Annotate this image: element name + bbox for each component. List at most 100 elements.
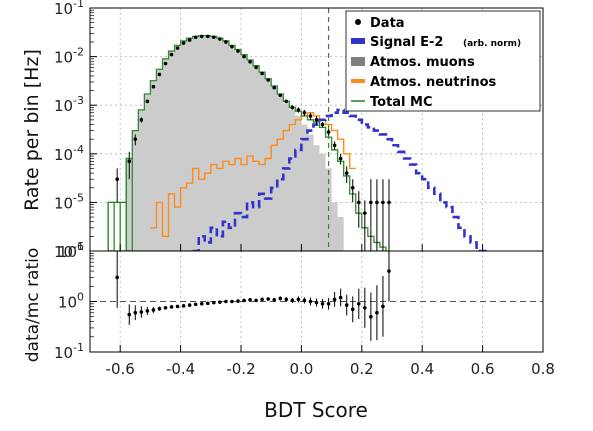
data-point	[375, 200, 379, 205]
data-point	[266, 78, 270, 82]
legend-neutrinos-swatch	[351, 79, 365, 83]
data-point	[163, 61, 168, 66]
data-point	[127, 159, 132, 164]
ratio-point	[284, 297, 289, 302]
data-point	[326, 130, 331, 134]
data-point	[284, 99, 289, 104]
ratio-points-layer	[115, 251, 391, 341]
data-point	[175, 46, 180, 50]
legend-signal-label: Signal E-2	[370, 35, 443, 50]
signal-layer	[192, 108, 489, 253]
data-point	[157, 72, 162, 77]
data-point	[290, 105, 295, 110]
ratio-point	[157, 306, 162, 311]
ratio-point	[302, 298, 307, 303]
ratio-point	[139, 310, 144, 314]
ratio-point	[151, 308, 156, 312]
ratio-point	[242, 298, 246, 303]
main-y-tick-label: 10-4	[54, 143, 84, 164]
data-point	[199, 34, 204, 39]
ratio-y-tick-label: 101	[58, 240, 84, 261]
data-point	[139, 118, 144, 122]
ratio-point	[308, 299, 313, 304]
data-point	[308, 114, 313, 118]
data-point	[338, 156, 343, 161]
ratio-point	[199, 302, 204, 306]
legend-item-neutrinos: Atmos. neutrinos	[351, 75, 497, 90]
legend: Data Signal E-2 (arb. norm) Atmos. muons…	[345, 10, 541, 112]
signal-line	[192, 108, 489, 253]
ratio-point	[260, 297, 264, 302]
legend-item-signal: Signal E-2 (arb. norm)	[351, 35, 521, 50]
legend-item-total-mc: Total MC	[351, 95, 433, 110]
ratio-point	[115, 275, 119, 280]
ratio-point	[169, 305, 174, 309]
data-point	[187, 38, 192, 42]
data-point	[369, 200, 373, 205]
data-point	[133, 137, 138, 141]
main-y-tick-label: 10-2	[54, 46, 84, 67]
legend-muons-label: Atmos. muons	[370, 55, 475, 70]
ratio-point	[254, 298, 258, 303]
x-tick-label: 0.4	[410, 360, 434, 378]
data-points-layer	[115, 34, 391, 251]
x-tick-label: -0.2	[226, 360, 255, 378]
data-point	[350, 185, 355, 190]
data-point	[181, 41, 186, 45]
data-point	[356, 200, 361, 205]
ratio-y-tick-label: 10-1	[54, 341, 84, 362]
legend-data-marker	[355, 19, 361, 25]
ratio-point	[212, 300, 216, 305]
data-point	[332, 143, 337, 148]
data-point	[387, 200, 391, 205]
ratio-y-tick-label: 100	[58, 291, 84, 312]
ratio-point	[224, 299, 228, 304]
legend-box	[345, 10, 541, 112]
legend-item-data: Data	[355, 16, 405, 31]
ratio-point	[266, 297, 270, 301]
ratio-y-ticks: 101 100 10-1	[54, 240, 97, 362]
ratio-panel: 101 100 10-1 -0.6 -0.4 -0.2 0.0 0.2 0.4 0.6 0.8 d…	[23, 240, 555, 422]
ratio-point	[133, 310, 138, 315]
x-tick-label: -0.4	[166, 360, 195, 378]
data-point	[248, 60, 252, 64]
legend-signal-swatch	[351, 38, 365, 44]
total-mc-line	[107, 34, 387, 252]
ratio-point	[193, 302, 198, 307]
ratio-point	[230, 299, 234, 304]
data-point	[205, 34, 210, 39]
ratio-point	[205, 301, 210, 306]
ratio-point	[387, 269, 391, 273]
data-point	[218, 37, 222, 41]
data-point	[344, 171, 349, 175]
x-axis-label: BDT Score	[264, 398, 368, 422]
data-point	[224, 40, 228, 44]
ratio-y-axis-label: data/mc ratio	[23, 248, 43, 363]
data-point	[381, 200, 385, 205]
ratio-point	[248, 298, 252, 302]
data-point	[272, 85, 277, 90]
ratio-point	[344, 303, 349, 307]
ratio-point	[320, 302, 325, 306]
main-y-axis-label: Rate per bin [Hz]	[21, 49, 43, 211]
ratio-point	[338, 295, 343, 300]
ratio-point	[236, 299, 240, 303]
data-point	[115, 177, 119, 182]
ratio-point	[278, 296, 283, 301]
ratio-point	[127, 312, 132, 317]
x-tick-label: 0.0	[289, 360, 313, 378]
ratio-point	[163, 306, 168, 310]
data-point	[212, 35, 216, 40]
data-point	[242, 54, 246, 59]
data-point	[320, 122, 325, 127]
x-tick-label: 0.6	[471, 360, 495, 378]
x-tick-label: 0.8	[531, 360, 555, 378]
data-point	[230, 44, 234, 49]
data-point	[278, 93, 283, 98]
ratio-point	[326, 302, 331, 306]
legend-total-mc-label: Total MC	[370, 95, 433, 110]
data-point	[169, 52, 174, 57]
ratio-point	[381, 304, 385, 309]
ratio-point	[363, 306, 367, 310]
